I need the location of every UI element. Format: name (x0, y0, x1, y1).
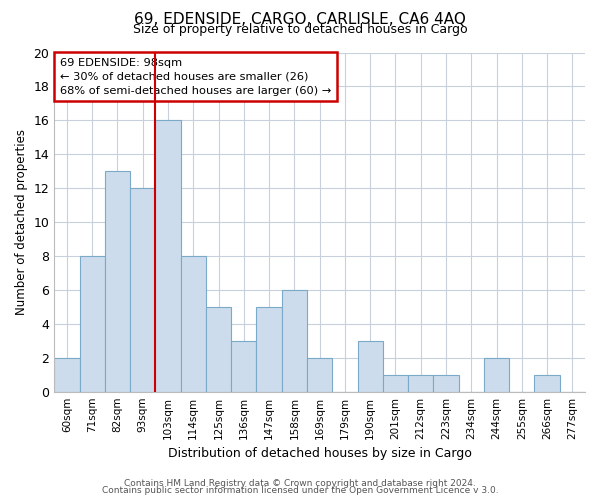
Bar (130, 188, 155, 392)
Bar (408, 374, 433, 392)
Text: Contains public sector information licensed under the Open Government Licence v : Contains public sector information licen… (101, 486, 499, 495)
Bar (80, 256, 105, 392)
Bar (231, 341, 256, 392)
Bar (54, 358, 80, 392)
Text: 69 EDENSIDE: 98sqm
← 30% of detached houses are smaller (26)
68% of semi-detache: 69 EDENSIDE: 98sqm ← 30% of detached hou… (59, 58, 331, 96)
Bar (307, 358, 332, 392)
Bar (433, 374, 458, 392)
Text: Contains HM Land Registry data © Crown copyright and database right 2024.: Contains HM Land Registry data © Crown c… (124, 478, 476, 488)
Bar (383, 374, 408, 392)
Y-axis label: Number of detached properties: Number of detached properties (15, 129, 28, 315)
Bar (181, 256, 206, 392)
X-axis label: Distribution of detached houses by size in Cargo: Distribution of detached houses by size … (168, 447, 472, 460)
Bar (282, 290, 307, 392)
Bar (206, 307, 231, 392)
Bar (358, 341, 383, 392)
Bar (155, 120, 181, 392)
Bar (484, 358, 509, 392)
Text: 69, EDENSIDE, CARGO, CARLISLE, CA6 4AQ: 69, EDENSIDE, CARGO, CARLISLE, CA6 4AQ (134, 12, 466, 28)
Bar (535, 374, 560, 392)
Bar (105, 171, 130, 392)
Bar (256, 307, 282, 392)
Text: Size of property relative to detached houses in Cargo: Size of property relative to detached ho… (133, 22, 467, 36)
